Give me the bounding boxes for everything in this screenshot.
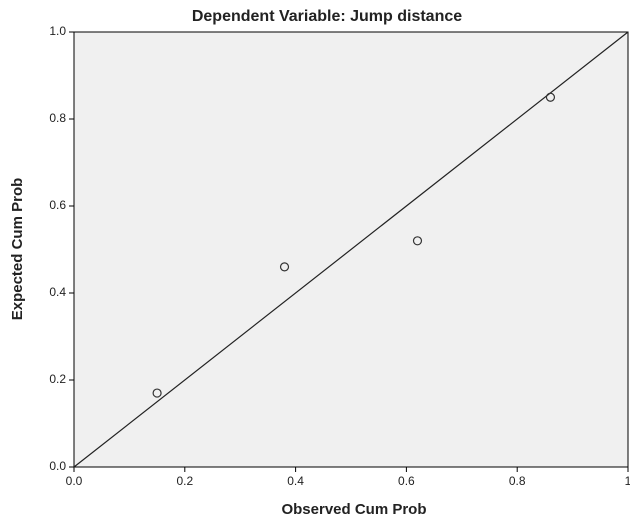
- y-tick-label: 1.0: [49, 24, 66, 38]
- y-tick-label: 0.6: [49, 198, 66, 212]
- x-tick-label: 0.4: [287, 474, 304, 488]
- point: [545, 92, 556, 102]
- y-tick-label: 0.4: [49, 285, 66, 299]
- x-tick-label: 0.2: [176, 474, 193, 488]
- x-tick-label: 0.0: [66, 474, 83, 488]
- point: [279, 262, 290, 272]
- y-tick-label: 0.2: [49, 372, 66, 386]
- y-tick-label: 0.0: [49, 459, 66, 473]
- point: [412, 236, 423, 246]
- x-tick-label: 1: [625, 474, 630, 488]
- y-axis-title: Expected Cum Prob: [9, 178, 26, 321]
- y-tick-label: 0.8: [49, 111, 66, 125]
- chart-title: Dependent Variable: Jump distance: [192, 8, 462, 25]
- point: [152, 388, 162, 398]
- x-tick-label: 0.6: [398, 474, 415, 488]
- reference-line: [73, 31, 629, 468]
- x-axis-title: Observed Cum Prob: [281, 501, 426, 518]
- x-tick-label: 0.8: [509, 474, 526, 488]
